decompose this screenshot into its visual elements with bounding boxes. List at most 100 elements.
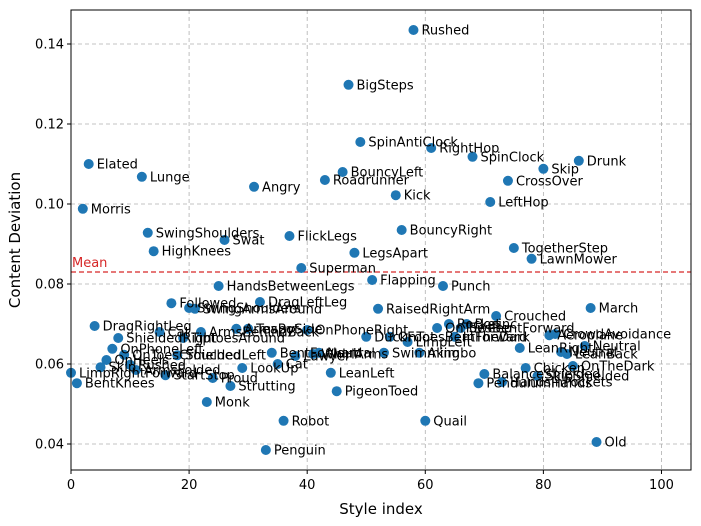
point-label: ArmsFolded xyxy=(144,364,221,379)
data-point xyxy=(77,203,88,214)
data-point xyxy=(243,323,254,334)
data-point xyxy=(438,281,448,291)
data-point xyxy=(219,235,230,245)
point-label: Proud xyxy=(221,372,258,387)
data-point xyxy=(426,143,437,153)
data-points xyxy=(66,25,602,455)
point-label: OnTheDark xyxy=(581,360,655,375)
mean-layer: Mean xyxy=(71,256,691,273)
point-label: Roadrunner xyxy=(333,174,410,189)
y-axis-ticks: 0.04 0.06 0.08 0.10 0.12 0.14 xyxy=(35,38,71,453)
y-tick-label: 0.08 xyxy=(35,278,64,293)
point-label: RaisedRightArm xyxy=(386,302,490,317)
y-tick-label: 0.06 xyxy=(35,358,64,373)
point-label: Morris xyxy=(91,202,131,217)
x-tick-label: 0 xyxy=(67,478,75,493)
point-label: DragLeftLeg xyxy=(268,296,347,311)
data-point xyxy=(136,171,147,182)
mean-label: Mean xyxy=(72,256,107,271)
data-point xyxy=(195,327,206,337)
y-axis-label: Content Deviation xyxy=(6,172,24,308)
data-point xyxy=(266,347,277,358)
data-point xyxy=(83,159,94,169)
data-point xyxy=(550,329,561,339)
data-point xyxy=(514,343,525,353)
point-label: Penguin xyxy=(274,444,326,459)
point-label: Neutral xyxy=(327,346,375,361)
data-point xyxy=(113,333,124,343)
data-point xyxy=(443,319,454,329)
point-label: Cat xyxy=(168,326,190,341)
data-point xyxy=(101,355,112,365)
x-tick-label: 60 xyxy=(417,478,434,493)
point-label: Drunk xyxy=(587,154,627,169)
data-point xyxy=(225,381,236,391)
data-point xyxy=(190,303,200,314)
data-point xyxy=(402,337,413,347)
point-label: SpinAntiClock xyxy=(368,136,458,151)
point-label: Chicken xyxy=(534,362,585,377)
point-label: Skip xyxy=(551,162,579,177)
data-point xyxy=(349,247,360,258)
point-label: March xyxy=(599,302,639,317)
x-tick-label: 80 xyxy=(535,478,552,493)
point-label: Skip xyxy=(109,361,137,376)
data-point xyxy=(591,437,602,447)
data-point xyxy=(154,327,165,337)
data-point xyxy=(290,351,301,361)
point-label: DuckFoot xyxy=(374,330,435,345)
point-label: BouncyRight xyxy=(410,224,492,239)
data-point xyxy=(213,281,224,291)
point-label: BouncyLeft xyxy=(351,166,424,181)
point-label: StartStop xyxy=(173,369,234,384)
point-label: Monk xyxy=(215,396,250,411)
point-label: LawnMower xyxy=(540,252,618,267)
grid-lines xyxy=(70,10,691,470)
point-label: Robot xyxy=(292,414,330,429)
point-label: BentForward xyxy=(280,346,363,361)
data-point xyxy=(166,298,177,309)
point-label: DragRightLeg xyxy=(103,320,192,335)
data-point xyxy=(355,137,366,147)
data-point xyxy=(296,263,307,273)
data-point xyxy=(284,231,295,241)
point-label: SwingArmsAround xyxy=(203,302,322,317)
data-point xyxy=(260,445,271,455)
point-label: Crouched xyxy=(504,310,566,325)
data-point xyxy=(579,341,590,351)
point-label: Akimbo xyxy=(427,346,476,361)
data-point xyxy=(467,151,478,162)
data-point xyxy=(485,197,496,207)
data-point xyxy=(231,323,242,334)
point-label: LeanBack xyxy=(575,348,638,363)
data-point xyxy=(361,331,372,342)
data-point xyxy=(491,311,502,321)
point-label: Punch xyxy=(451,280,490,295)
point-label: SwingShoulders xyxy=(156,226,260,241)
x-axis-label: Style index xyxy=(339,500,423,518)
point-label: Bosinc xyxy=(475,318,518,333)
data-point xyxy=(237,363,248,373)
data-point xyxy=(562,349,572,359)
point-label: BentKnees xyxy=(85,377,155,392)
data-point xyxy=(331,386,342,397)
point-label: Superman xyxy=(309,262,376,277)
point-label: Swimming xyxy=(392,346,460,361)
data-point xyxy=(432,323,443,333)
point-label: Elated xyxy=(97,158,138,173)
x-tick-label: 40 xyxy=(299,478,316,493)
data-point xyxy=(526,253,537,264)
point-label: Neutral xyxy=(593,340,641,355)
point-label: LookUp xyxy=(250,362,298,377)
point-label: ShieldedLeft xyxy=(185,349,266,364)
point-label: OnPhoneLeft xyxy=(120,342,203,357)
point-label: Sweep xyxy=(469,322,512,337)
data-point xyxy=(520,363,531,373)
point-label: OnToesCrouched xyxy=(132,348,241,363)
point-label: ArmsBehindBack xyxy=(209,326,320,341)
point-label: LeanRight xyxy=(528,342,593,357)
point-label: FlickLegs xyxy=(297,230,357,245)
point-label: Kick xyxy=(404,189,431,204)
